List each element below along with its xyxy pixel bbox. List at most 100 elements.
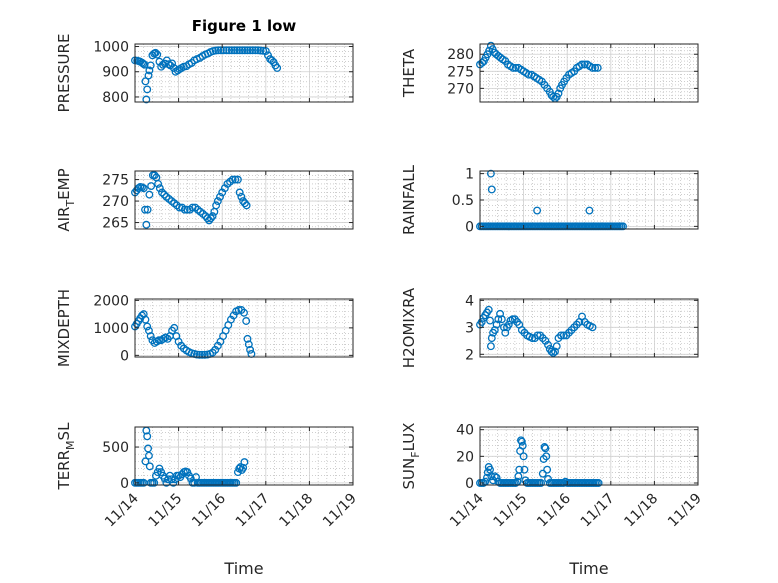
data-point xyxy=(511,63,520,72)
y-axis-label-main: TERR xyxy=(55,450,73,491)
data-point xyxy=(233,175,242,184)
y-axis-label-main: RAINFALL xyxy=(400,164,418,235)
data-point xyxy=(142,95,151,104)
subplot-mixdepth: 0 1000 2000 MIXDEPTH xyxy=(55,289,354,367)
data-point xyxy=(549,349,558,357)
data-point xyxy=(240,46,249,55)
series-markers xyxy=(476,41,602,103)
y-tick-label: 0.5 xyxy=(452,193,474,209)
data-point xyxy=(519,452,528,461)
y-axis-label-main: PRESSURE xyxy=(55,34,73,113)
data-point xyxy=(492,473,501,482)
data-point xyxy=(219,46,228,55)
y-axis-label-subscript: T xyxy=(64,200,77,208)
y-axis-label-main: THETA xyxy=(400,48,418,98)
axes-frame xyxy=(134,170,354,230)
data-point xyxy=(145,66,154,75)
data-point xyxy=(160,190,169,199)
y-axis-label: PRESSURE xyxy=(55,34,73,113)
y-tick-label: 0 xyxy=(120,476,129,492)
data-point xyxy=(143,85,152,94)
y-axis-label-main: H2OMIXRA xyxy=(400,287,418,368)
data-point xyxy=(180,205,189,214)
y-axis-label-subscript: M xyxy=(64,440,77,450)
y-tick-label: 500 xyxy=(102,440,129,456)
data-point xyxy=(154,179,163,188)
data-point xyxy=(227,46,236,55)
data-point xyxy=(208,212,217,221)
series-markers xyxy=(131,171,251,229)
data-point xyxy=(580,60,589,69)
y-axis-label-tail: LUX xyxy=(400,423,418,452)
data-point xyxy=(490,472,499,481)
subplot-pressure: 800 900 1000 PRESSURE Figure 1 low xyxy=(55,17,354,113)
y-tick-label: 800 xyxy=(102,90,129,106)
data-point xyxy=(222,46,231,55)
y-axis-label: MIXDEPTH xyxy=(55,289,73,367)
data-point xyxy=(235,46,244,55)
y-tick-label: 40 xyxy=(456,423,474,439)
data-point xyxy=(142,220,151,229)
data-point xyxy=(492,320,501,329)
data-point xyxy=(225,46,234,55)
data-point xyxy=(490,326,499,334)
data-point xyxy=(497,315,506,324)
data-point xyxy=(588,323,597,332)
axes-frame xyxy=(134,426,354,486)
data-point xyxy=(477,317,486,326)
y-tick-label: 1000 xyxy=(93,321,129,337)
data-point xyxy=(496,309,505,318)
axes-frame xyxy=(479,298,699,358)
data-point xyxy=(173,66,182,75)
data-point xyxy=(212,201,221,210)
data-point xyxy=(538,469,547,478)
data-point xyxy=(511,479,520,487)
data-point xyxy=(243,46,252,55)
y-tick-label: 4 xyxy=(465,293,474,309)
data-point xyxy=(585,206,594,215)
y-tick-label: 0 xyxy=(120,348,129,364)
data-point xyxy=(591,63,600,72)
data-point xyxy=(486,316,494,325)
data-point xyxy=(211,46,220,55)
data-point xyxy=(518,441,527,450)
y-axis-label: THETA xyxy=(400,48,418,98)
y-tick-label: 3 xyxy=(465,320,474,336)
y-axis-label: AIRTEMP xyxy=(55,168,77,231)
data-point xyxy=(243,334,252,343)
data-point xyxy=(139,59,148,68)
data-point xyxy=(214,46,223,55)
data-point xyxy=(139,184,148,193)
data-point xyxy=(158,188,166,197)
data-point xyxy=(150,478,159,487)
data-point xyxy=(206,214,215,223)
data-point xyxy=(588,63,597,72)
data-point xyxy=(494,315,503,324)
data-point xyxy=(619,222,627,231)
data-point xyxy=(259,46,268,55)
data-point xyxy=(543,465,552,474)
data-point xyxy=(486,342,495,351)
data-point xyxy=(517,437,526,446)
data-point xyxy=(141,77,150,86)
data-point xyxy=(144,444,153,453)
data-point xyxy=(147,182,156,190)
data-point xyxy=(551,347,559,356)
data-point xyxy=(143,205,152,214)
data-point xyxy=(242,201,251,210)
data-point xyxy=(143,432,152,441)
data-point xyxy=(542,452,551,461)
data-point xyxy=(248,46,257,55)
subplot-rainfall: 0 0.5 1 RAINFALL xyxy=(400,164,699,235)
y-axis-label-main: SUN xyxy=(400,458,418,490)
data-point xyxy=(515,465,524,474)
data-point xyxy=(504,320,513,329)
data-point xyxy=(246,345,255,354)
data-point xyxy=(213,197,222,206)
y-tick-label: 275 xyxy=(447,64,474,80)
y-tick-label: 2 xyxy=(465,347,474,363)
data-point xyxy=(251,46,260,55)
data-point xyxy=(554,89,563,98)
data-point xyxy=(216,46,225,55)
